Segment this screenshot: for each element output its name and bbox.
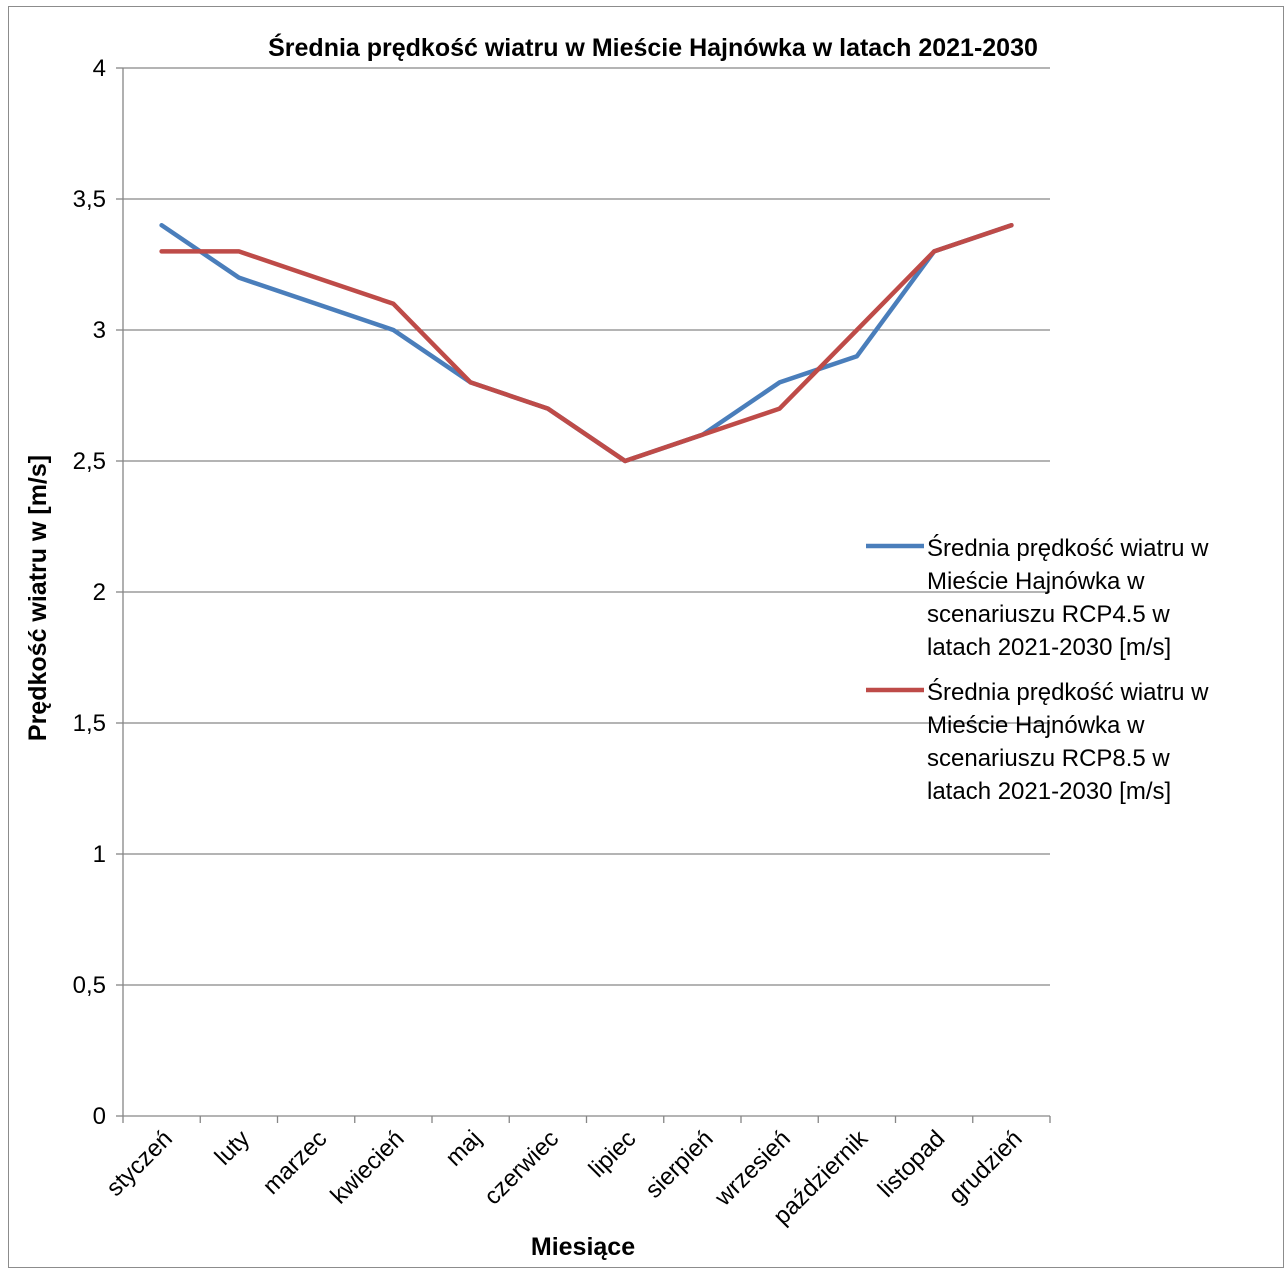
- y-tick-label: 2,5: [73, 448, 106, 475]
- y-tick-label: 1,5: [73, 710, 106, 737]
- legend-label: Mieście Hajnówka w: [927, 712, 1145, 739]
- x-tick-label: maj: [440, 1125, 486, 1171]
- x-tick-label: sierpień: [640, 1125, 719, 1204]
- axes: [116, 68, 1050, 1123]
- legend-label: latach 2021-2030 [m/s]: [927, 634, 1171, 661]
- x-tick-label: styczeń: [101, 1125, 178, 1202]
- y-tick-label: 2: [93, 579, 106, 606]
- y-tick-label: 1: [93, 841, 106, 868]
- x-tick-label: listopad: [873, 1125, 951, 1203]
- chart-title: Średnia prędkość wiatru w Mieście Hajnów…: [268, 32, 1038, 62]
- x-tick-label: czerwiec: [479, 1125, 564, 1210]
- legend-label: scenariuszu RCP8.5 w: [927, 745, 1170, 772]
- y-tick-label: 3,5: [73, 186, 106, 213]
- x-tick-label: lipiec: [584, 1125, 642, 1183]
- x-axis-title: Miesiące: [531, 1233, 635, 1261]
- y-tick-label: 4: [93, 55, 106, 82]
- y-tick-label: 0,5: [73, 972, 106, 999]
- y-tick-label: 3: [93, 317, 106, 344]
- legend-label: scenariuszu RCP4.5 w: [927, 601, 1170, 628]
- x-tick-label: kwiecień: [325, 1125, 409, 1209]
- legend-label: Mieście Hajnówka w: [927, 568, 1145, 595]
- y-axis-tick-labels: 0 0,5 1 1,5 2 2,5 3 3,5 4: [73, 55, 106, 1130]
- legend-label: Średnia prędkość wiatru w: [927, 678, 1209, 706]
- gridlines: [123, 68, 1050, 985]
- y-tick-label: 0: [93, 1103, 106, 1130]
- legend: Średnia prędkość wiatru w Mieście Hajnówk…: [866, 534, 1209, 805]
- series-line-1: [162, 225, 1012, 461]
- x-tick-label: grudzień: [943, 1125, 1027, 1209]
- x-tick-label: marzec: [258, 1125, 333, 1200]
- legend-label: latach 2021-2030 [m/s]: [927, 778, 1171, 805]
- series-line-2: [162, 225, 1012, 461]
- legend-label: Średnia prędkość wiatru w: [927, 534, 1209, 562]
- x-tick-label: luty: [210, 1125, 256, 1171]
- y-axis-title: Prędkość wiatru w [m/s]: [24, 455, 52, 741]
- series-lines: [162, 225, 1012, 461]
